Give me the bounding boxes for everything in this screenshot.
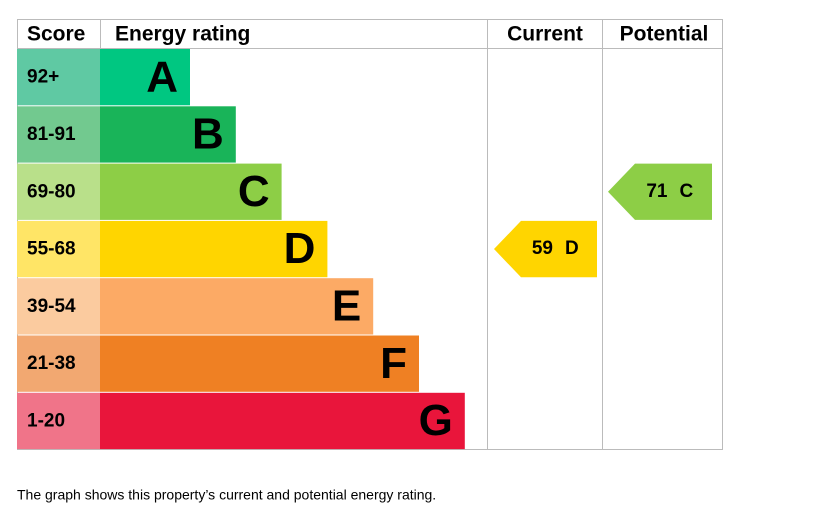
score-cell [17, 392, 100, 450]
band-letter: C [238, 167, 270, 216]
band-letter: F [380, 339, 407, 388]
score-cell [17, 278, 100, 335]
band-bar [100, 392, 465, 450]
band-bar [100, 49, 190, 106]
caption: The graph shows this property’s current … [17, 487, 436, 503]
score-label: 92+ [27, 67, 59, 88]
current-arrow [494, 220, 597, 278]
potential-arrow [608, 163, 712, 220]
header-score: Score [27, 23, 85, 46]
band-bar [100, 278, 374, 335]
band-letter: E [332, 281, 361, 330]
score-label: 1-20 [27, 410, 65, 431]
current-value: 59 [532, 238, 553, 259]
header-rating: Energy rating [115, 23, 250, 46]
score-label: 55-68 [27, 239, 76, 260]
header-potential: Potential [620, 23, 709, 46]
current-rating: D [565, 238, 579, 259]
score-cell [17, 163, 100, 220]
potential-rating: C [680, 181, 694, 202]
score-label: 81-91 [27, 124, 76, 145]
score-cell [17, 106, 100, 163]
band-bar [100, 220, 328, 278]
score-label: 39-54 [27, 296, 76, 317]
band-letter: G [419, 396, 453, 445]
score-cell [17, 335, 100, 392]
score-cell [17, 220, 100, 278]
band-bar [100, 106, 236, 163]
potential-value: 71 [646, 181, 668, 202]
score-cell [17, 49, 100, 106]
band-letter: D [284, 224, 316, 273]
header-current: Current [507, 23, 583, 46]
band-letter: B [192, 110, 224, 159]
score-label: 69-80 [27, 181, 76, 202]
band-bar [100, 163, 282, 220]
band-bar [100, 335, 419, 392]
score-label: 21-38 [27, 353, 76, 374]
band-letter: A [146, 52, 178, 101]
